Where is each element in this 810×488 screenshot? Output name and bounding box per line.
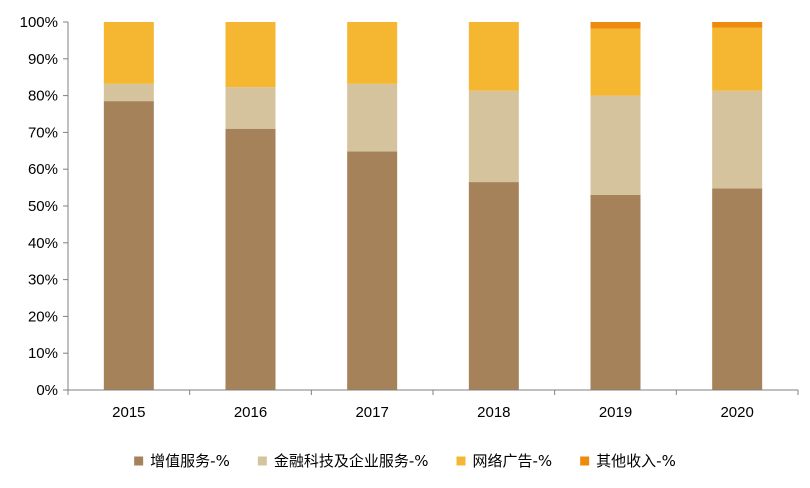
legend-item: 增值服务-% — [134, 452, 230, 470]
legend-label: 金融科技及企业服务-% — [274, 452, 429, 470]
bar-segment-2015-series-3 — [103, 22, 154, 84]
legend: 增值服务-% 金融科技及企业服务-% 网络广告-% 其他收入-% — [134, 452, 676, 470]
bar-segment-2018-series-3 — [468, 22, 519, 91]
x-tick-label: 2016 — [234, 404, 267, 421]
y-tick-label: 100% — [20, 14, 58, 31]
y-tick-label: 0% — [36, 382, 58, 399]
x-tick-label: 2017 — [355, 404, 388, 421]
bar-segment-2018-series-2 — [468, 90, 519, 183]
legend-swatch — [257, 456, 267, 466]
bar-segment-2016-series-2 — [225, 87, 276, 129]
x-tick-label: 2019 — [599, 404, 632, 421]
x-tick-label: 2020 — [720, 404, 753, 421]
bar-segment-2019-series-4 — [590, 22, 641, 29]
x-tick-label: 2018 — [477, 404, 510, 421]
y-tick-label: 40% — [28, 235, 58, 252]
bar-segment-2020-series-2 — [712, 90, 763, 189]
bar-segment-2020-series-1 — [712, 188, 763, 390]
bar-segment-2020-series-3 — [712, 27, 763, 91]
y-tick-label: 20% — [28, 308, 58, 325]
x-tick-label: 2015 — [112, 404, 145, 421]
legend-item: 金融科技及企业服务-% — [257, 452, 429, 470]
y-tick-label: 90% — [28, 51, 58, 68]
bar-segment-2015-series-2 — [103, 83, 154, 102]
y-tick-label: 80% — [28, 88, 58, 105]
bar-segment-2015-series-1 — [103, 101, 154, 391]
y-tick-labels: 0% 10% 20% 30% 40% 50% 60% 70% 80% 90% 100% — [20, 14, 58, 399]
bar-segment-2020-series-4 — [712, 22, 763, 28]
y-tick-label: 10% — [28, 345, 58, 362]
legend-item: 其他收入-% — [580, 452, 676, 470]
legend-label: 其他收入-% — [596, 452, 676, 470]
x-tick-labels: 2015 2016 2017 2018 2019 2020 — [112, 404, 754, 421]
legend-swatch — [134, 456, 144, 466]
bar-segment-2019-series-2 — [590, 95, 641, 195]
legend-item: 网络广告-% — [456, 452, 553, 470]
bar-segment-2017-series-1 — [347, 151, 398, 390]
bar-segment-2019-series-3 — [590, 28, 641, 96]
bar-segment-2017-series-3 — [347, 22, 398, 84]
legend-swatch — [456, 456, 466, 466]
legend-label: 增值服务-% — [150, 452, 230, 470]
bar-segment-2018-series-1 — [468, 182, 519, 390]
y-tick-label: 50% — [28, 198, 58, 215]
bar-segment-2016-series-3 — [225, 22, 276, 88]
bar-segment-2017-series-2 — [347, 83, 398, 152]
axes-group — [63, 21, 799, 395]
bar-segment-2019-series-1 — [590, 194, 641, 390]
y-tick-label: 60% — [28, 161, 58, 178]
bar-segment-2016-series-1 — [225, 128, 276, 390]
legend-swatch — [580, 456, 590, 466]
bars-group — [103, 22, 763, 391]
legend-label: 网络广告-% — [473, 452, 553, 470]
y-tick-label: 70% — [28, 124, 58, 141]
y-tick-label: 30% — [28, 272, 58, 289]
